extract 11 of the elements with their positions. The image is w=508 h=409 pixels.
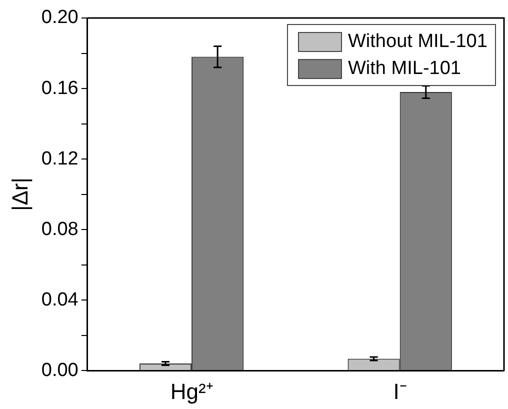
y-tick-label: 0.04: [41, 289, 79, 310]
legend-label: Without MIL-101: [348, 30, 488, 54]
y-tick-label: 0.20: [41, 7, 78, 28]
y-tick-label: 0.08: [41, 218, 78, 240]
x-tick-label: Hg²⁺: [170, 378, 213, 404]
y-tick-label: 0.00: [41, 360, 78, 381]
x-tick-label: I⁻: [393, 378, 406, 404]
y-tick-label: 0.12: [41, 148, 78, 170]
y-axis-title: |Δr|: [7, 178, 32, 212]
y-tick-label: 0.16: [41, 78, 78, 99]
legend-label: With MIL-101: [348, 57, 461, 81]
